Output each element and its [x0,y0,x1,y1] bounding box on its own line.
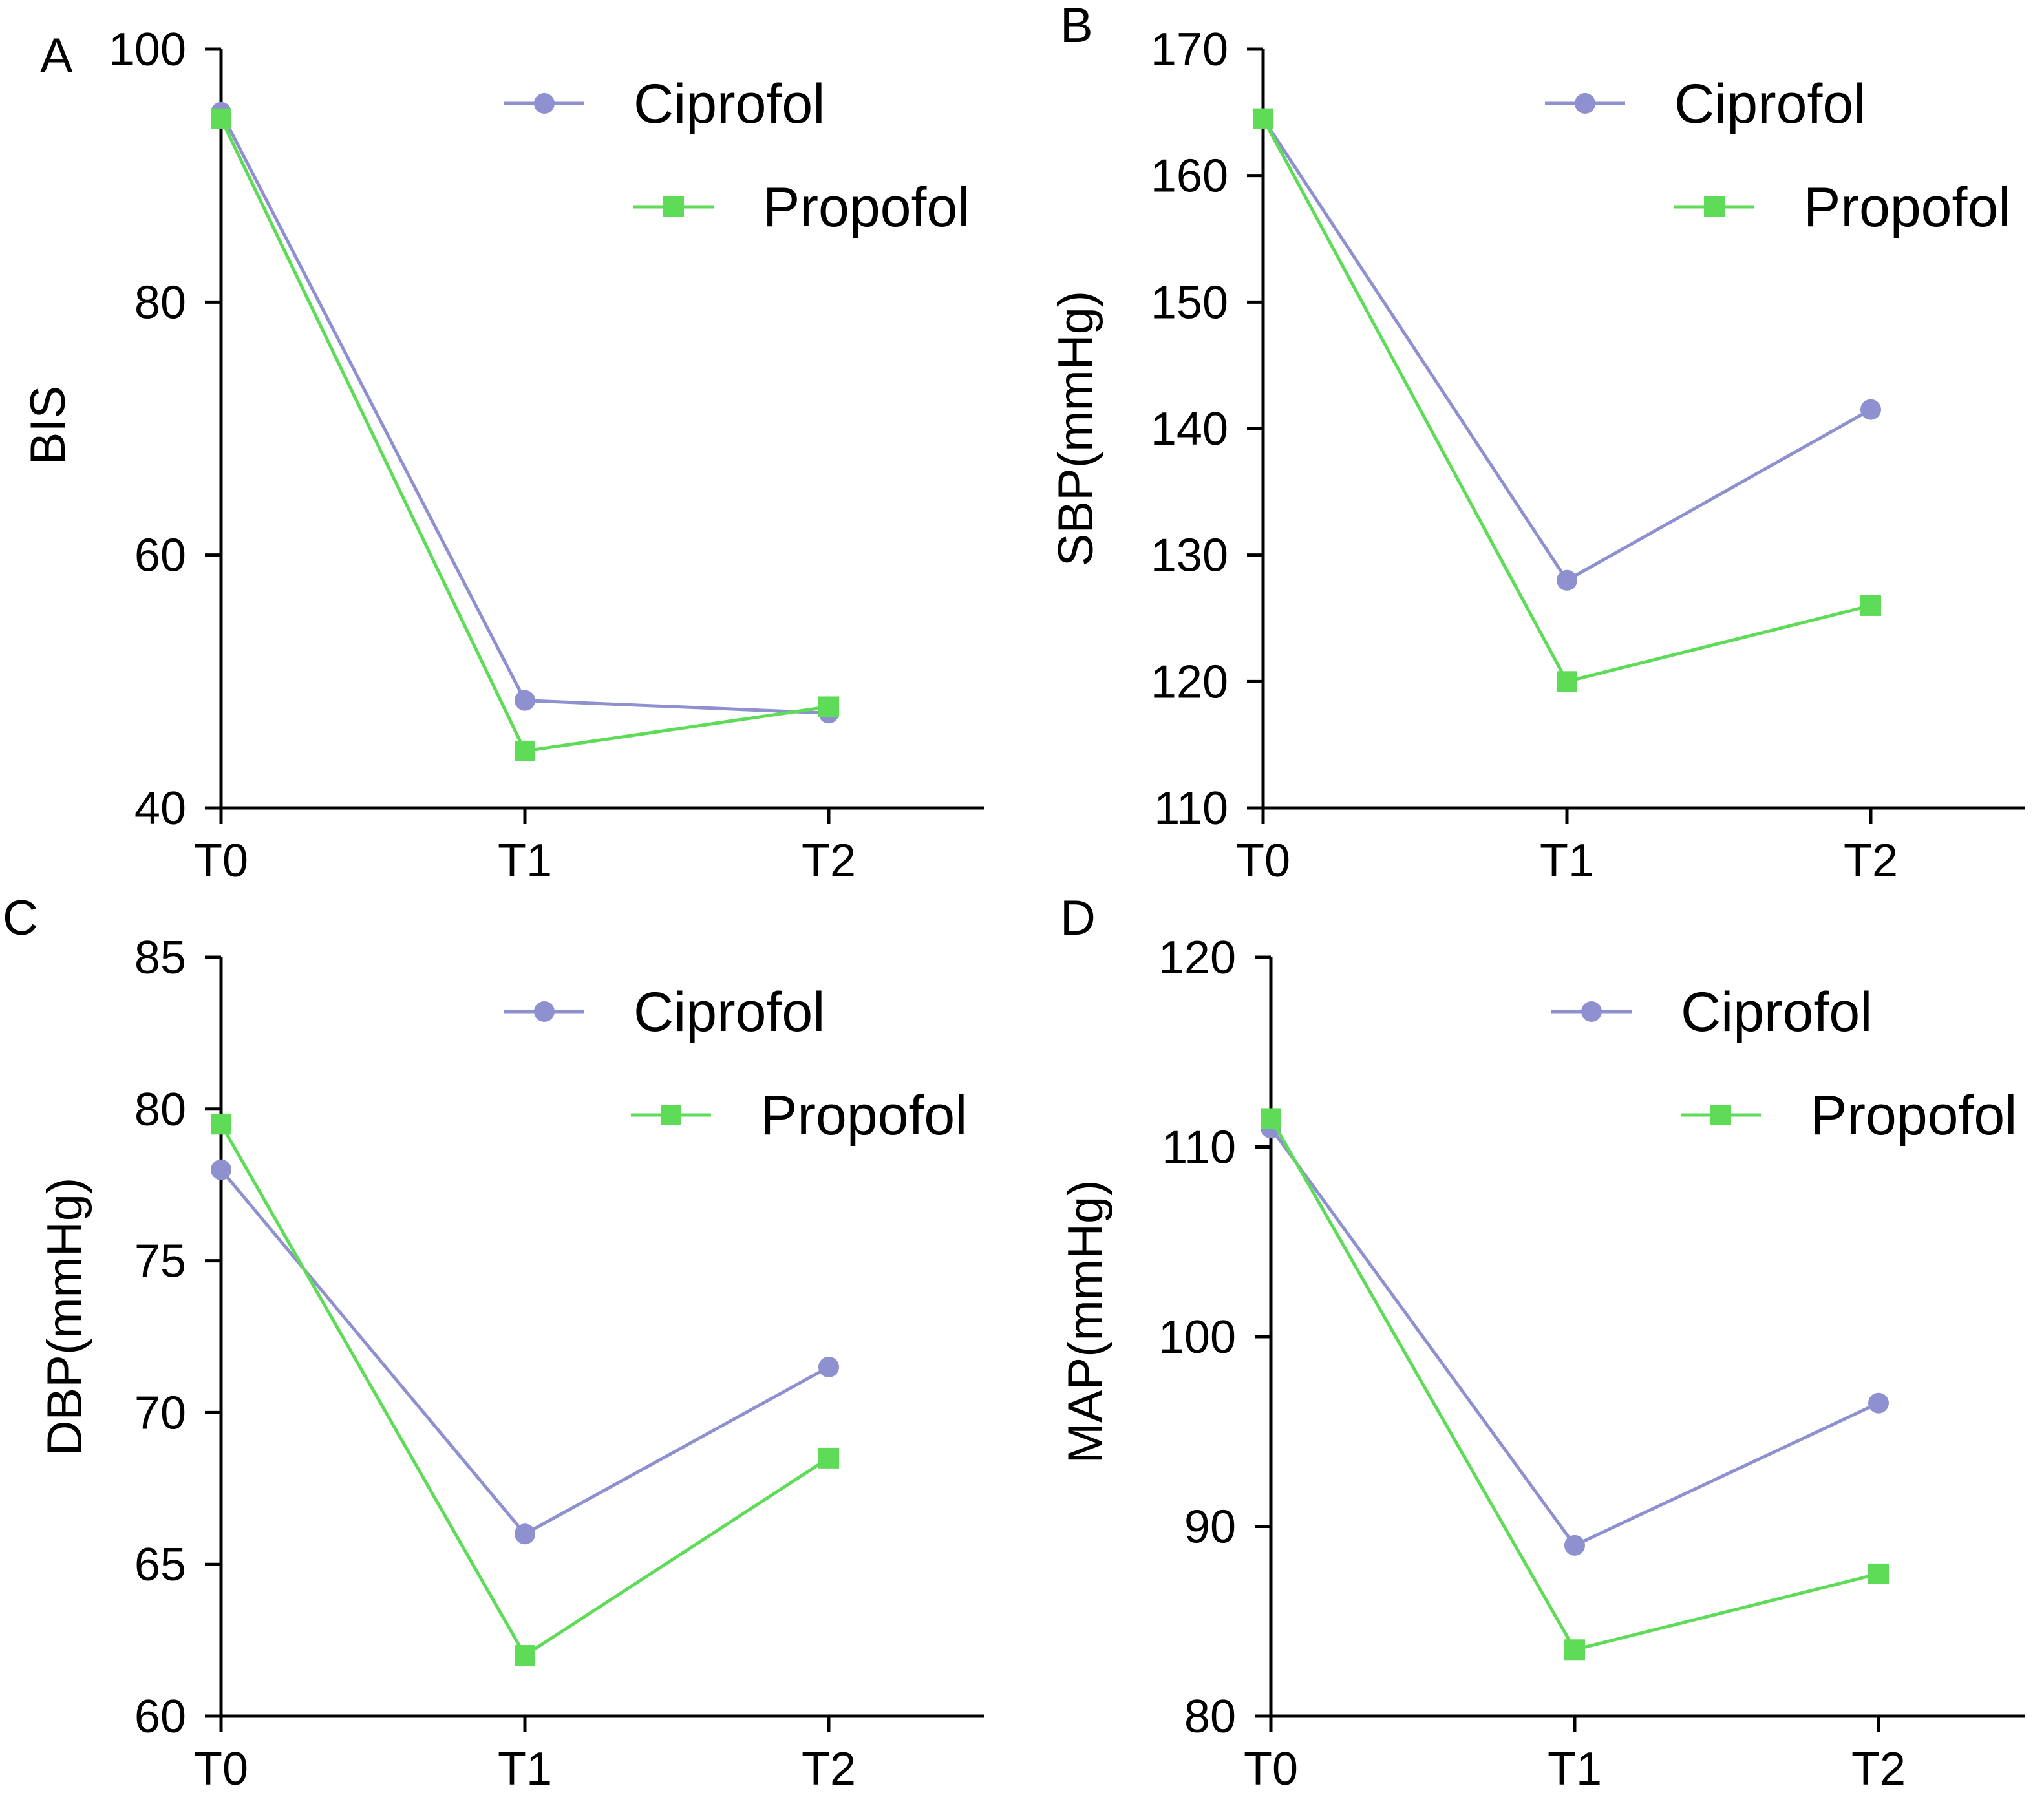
legend-marker-propofol [663,196,684,217]
data-point-ciprofol [515,690,535,711]
legend-marker-ciprofol [534,93,555,114]
y-tick-label: 120 [1158,932,1236,984]
y-tick-label: 150 [1151,277,1228,328]
panel-a: 40 60 80 100 T0 T1 T2 BIS A Ciprofol Propofol [21,24,984,887]
x-tick-label: T2 [802,1743,856,1795]
series-line-ciprofol [220,1169,830,1536]
panel-label: A [40,28,73,83]
y-tick-label: 170 [1151,24,1228,76]
y-tick-label: 110 [1162,1122,1236,1174]
y-axis-title: BIS [21,386,76,465]
series-line-propofol [1269,1118,1879,1652]
data-point-ciprofol [818,1356,839,1377]
data-point-ciprofol [1868,1392,1889,1414]
y-tick-label: 80 [134,277,186,328]
x-tick-label: T0 [194,835,248,887]
data-point-propofol [515,1645,535,1666]
y-tick-label: 85 [134,932,186,984]
legend-label-ciprofol: Ciprofol [1681,981,1872,1043]
x-tick-label: T0 [1244,1743,1298,1795]
y-tick-label: 40 [134,783,186,834]
y-tick-label: 100 [1158,1311,1236,1363]
x-tick-label: T0 [194,1743,248,1795]
y-tick-label: 60 [134,1691,186,1743]
legend: Ciprofol Propofol [504,981,967,1147]
y-axis-title: SBP(mmHg) [1049,291,1103,566]
x-tick-label: T2 [1851,1743,1906,1795]
data-point-ciprofol [211,1159,231,1180]
x-tick-label: T2 [1844,835,1898,887]
y-tick-label: 160 [1151,151,1228,202]
legend-marker-propofol [1710,1105,1731,1125]
legend-marker-ciprofol [534,1001,555,1022]
data-point-ciprofol [1557,569,1577,591]
panel-c: 60 65 70 75 80 85 T0 T1 T2 DBP(mmHg) C Ciprofol Prop… [3,891,984,1795]
series-line-ciprofol [1261,118,1872,583]
y-tick-label: 140 [1151,403,1228,455]
legend: Ciprofol Propofol [1551,981,2017,1147]
data-point-propofol [515,740,535,761]
y-tick-label: 90 [1184,1502,1236,1553]
y-tick-label: 70 [134,1387,186,1439]
panel-d: 80 90 100 110 120 T0 T1 T2 MAP(mmHg) D Ciprofol Pro… [1058,891,2025,1795]
data-point-propofol [818,696,839,717]
x-tick-label: T1 [498,1743,552,1795]
legend-marker-ciprofol [1581,1001,1602,1022]
data-point-propofol [818,1447,839,1469]
legend-label-propofol: Propofol [763,176,970,239]
y-tick-label: 120 [1151,656,1228,708]
legend-label-ciprofol: Ciprofol [633,981,825,1043]
legend-marker-propofol [661,1105,681,1125]
legend: Ciprofol Propofol [1545,73,2010,239]
y-tick-label: 65 [134,1539,186,1591]
y-tick-label: 80 [134,1084,186,1136]
legend-label-ciprofol: Ciprofol [1674,73,1866,135]
y-axis-title: DBP(mmHg) [37,1178,92,1456]
y-tick-label: 75 [134,1236,186,1288]
y-tick-label: 110 [1154,783,1228,834]
series-line-propofol [219,1123,830,1658]
y-tick-label: 60 [134,530,186,582]
legend-marker-ciprofol [1575,93,1595,114]
legend-label-propofol: Propofol [1804,176,2010,239]
data-point-ciprofol [1860,399,1881,420]
data-point-propofol [1868,1563,1889,1584]
y-axis-title: MAP(mmHg) [1058,1180,1113,1463]
legend-label-propofol: Propofol [1810,1085,2017,1147]
legend-marker-propofol [1704,196,1725,217]
data-point-propofol [211,1114,231,1135]
legend-label-propofol: Propofol [760,1085,967,1147]
x-tick-label: T2 [802,835,856,887]
legend: Ciprofol Propofol [504,73,970,239]
data-point-propofol [1557,671,1577,692]
y-tick-label: 100 [109,24,186,76]
panel-label: D [1060,891,1096,946]
y-tick-label: 80 [1184,1691,1236,1743]
series-line-propofol [219,118,829,753]
data-point-propofol [1564,1639,1585,1661]
legend-label-ciprofol: Ciprofol [633,73,825,135]
x-tick-label: T1 [1548,1743,1602,1795]
series-line-propofol [1261,118,1871,684]
panel-label: B [1060,0,1093,53]
data-point-propofol [1253,108,1273,129]
panel-label: C [3,891,38,946]
series-line-ciprofol [219,111,829,715]
x-tick-label: T1 [498,835,552,887]
data-point-propofol [1860,595,1881,616]
x-tick-label: T1 [1540,835,1594,887]
data-point-propofol [211,108,231,129]
data-point-ciprofol [1564,1534,1585,1556]
data-point-ciprofol [515,1523,535,1545]
panel-b: 110 120 130 140 150 160 170 T0 T1 T2 SBP(mmHg) B Cip… [1049,0,2025,887]
series-line-ciprofol [1269,1127,1880,1547]
x-tick-label: T0 [1236,835,1290,887]
data-point-propofol [1261,1108,1281,1129]
y-tick-label: 130 [1151,530,1228,582]
